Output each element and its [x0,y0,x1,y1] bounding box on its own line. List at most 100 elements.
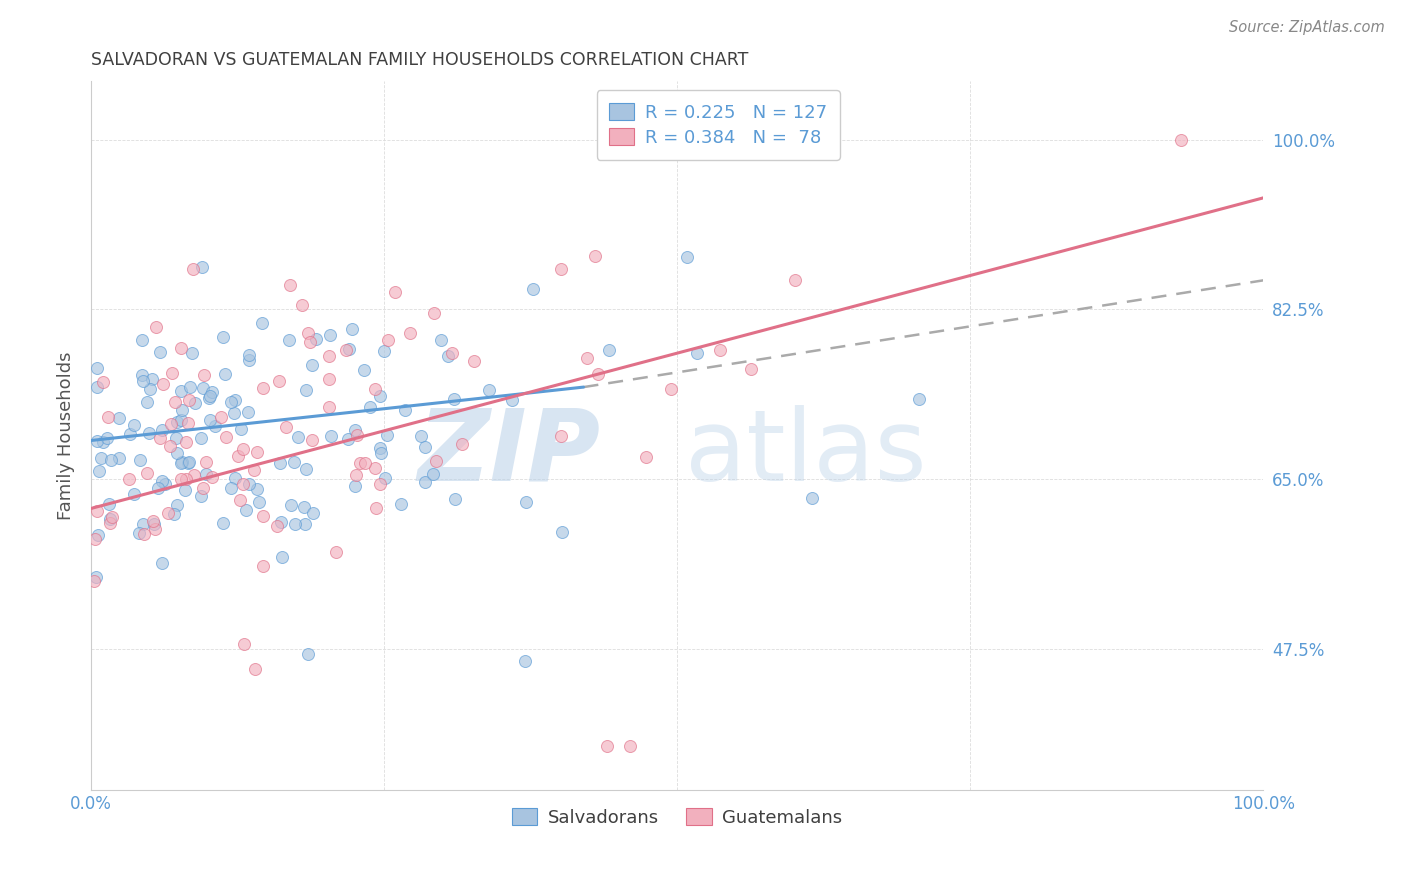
Point [193,481,215,495]
Point [152,377,174,392]
Point [179,380,201,394]
Point [364,460,387,475]
Point [159,417,181,431]
Point [384,285,406,299]
Point [368,442,391,456]
Point [319,327,342,342]
Point [86,361,108,376]
Point [194,467,217,482]
Point [398,326,420,341]
Point [136,394,159,409]
Point [551,524,574,539]
Point [170,341,193,355]
Point [228,493,250,508]
Point [522,281,544,295]
Point [97,497,120,511]
Point [634,450,657,465]
Point [184,395,207,409]
Point [294,517,316,532]
Point [443,392,465,406]
Point [321,429,343,443]
Point [226,449,249,463]
Point [204,419,226,434]
Point [295,383,318,397]
Point [377,333,399,347]
Point [132,374,155,388]
Point [425,454,447,468]
Point [98,516,121,530]
Point [132,527,155,541]
Point [344,479,367,493]
Legend: Salvadorans, Guatemalans: Salvadorans, Guatemalans [505,801,849,834]
Point [191,260,214,274]
Point [451,437,474,451]
Point [224,393,246,408]
Point [194,455,217,469]
Point [143,522,166,536]
Point [301,358,323,372]
Point [297,326,319,340]
Point [131,334,153,348]
Point [413,475,436,489]
Point [201,470,224,484]
Point [443,492,465,507]
Point [181,261,204,276]
Point [283,455,305,469]
Point [422,467,444,482]
Point [243,463,266,477]
Point [193,368,215,382]
Point [340,322,363,336]
Point [370,446,392,460]
Point [89,464,111,478]
Point [136,467,159,481]
Point [411,429,433,443]
Point [318,400,340,414]
Point [250,316,273,330]
Text: Source: ZipAtlas.com: Source: ZipAtlas.com [1229,20,1385,35]
Point [576,351,599,365]
Point [394,402,416,417]
Point [366,500,388,515]
Point [212,330,235,344]
Point [598,343,620,357]
Point [166,446,188,460]
Point [238,405,260,419]
Point [337,432,360,446]
Point [174,483,197,497]
Point [238,348,260,362]
Point [246,482,269,496]
Point [91,375,114,389]
Point [150,556,173,570]
Point [349,456,371,470]
Point [91,434,114,449]
Point [305,332,328,346]
Point [441,345,464,359]
Point [373,343,395,358]
Point [709,343,731,357]
Point [118,472,141,486]
Point [153,477,176,491]
Point [266,518,288,533]
Point [284,517,307,532]
Point [224,407,246,421]
Point [368,389,391,403]
Point [166,498,188,512]
Point [190,431,212,445]
Point [170,384,193,398]
Point [149,345,172,359]
Text: ZIP: ZIP [418,405,602,502]
Point [201,384,224,399]
Point [170,472,193,486]
Point [299,334,322,349]
Point [280,499,302,513]
Point [291,297,314,311]
Point [659,383,682,397]
Point [98,512,121,526]
Point [100,452,122,467]
Point [170,413,193,427]
Point [277,334,299,348]
Point [129,453,152,467]
Point [172,402,194,417]
Point [318,349,340,363]
Point [131,368,153,382]
